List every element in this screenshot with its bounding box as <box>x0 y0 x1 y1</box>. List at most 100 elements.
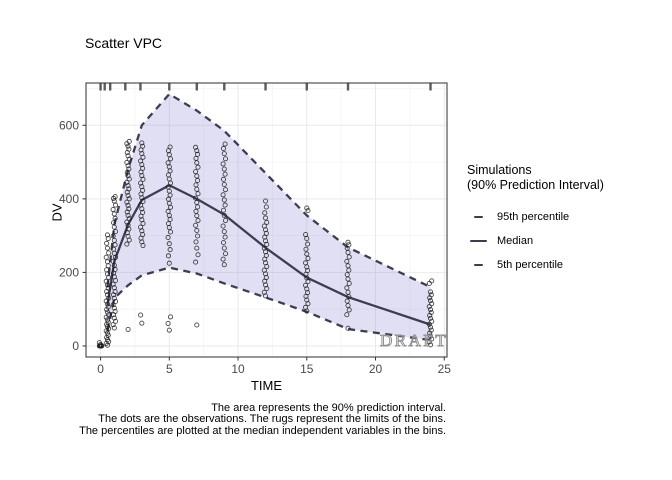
observation-point <box>167 144 173 150</box>
observation-point <box>124 199 130 205</box>
observation-point <box>220 223 226 229</box>
observation-point <box>220 192 226 198</box>
observation-point <box>195 233 201 239</box>
observation-point <box>104 240 110 246</box>
observation-point <box>193 169 199 175</box>
observation-point <box>193 239 199 245</box>
observation-point <box>104 259 110 265</box>
observation-point <box>346 280 352 286</box>
observation-point <box>110 246 117 252</box>
observation-point <box>427 324 434 330</box>
observation-point <box>125 173 131 179</box>
observation-point <box>221 166 227 172</box>
observation-point <box>166 241 172 247</box>
caption-line: The dots are the observations. The rugs … <box>98 413 446 426</box>
series-line-dashed <box>106 266 431 342</box>
observation-point <box>346 254 352 260</box>
legend: Simulations (90% Prediction Interval) 95… <box>467 163 604 277</box>
observation-point <box>110 206 116 213</box>
observation-point <box>261 223 267 229</box>
observation-point <box>193 208 199 214</box>
observation-point <box>110 258 116 264</box>
observation-point <box>222 171 228 177</box>
observation-point <box>105 332 111 338</box>
observation-point <box>104 307 110 313</box>
observation-point <box>106 295 112 301</box>
legend-item-5th: 5th percentile <box>467 253 604 277</box>
observation-point <box>194 227 200 234</box>
observation-point <box>125 163 131 169</box>
observation-point <box>138 224 144 230</box>
legend-item-median: Median <box>467 229 604 253</box>
legend-title-line2: (90% Prediction Interval) <box>467 178 604 192</box>
caption-line: The area represents the 90% prediction i… <box>211 402 446 414</box>
y-axis-title: DV <box>49 203 65 222</box>
observation-point <box>111 315 117 321</box>
observation-point <box>262 215 269 221</box>
caption: The area represents the 90% prediction i… <box>36 402 446 437</box>
observation-point <box>427 342 434 348</box>
x-tick-label: 20 <box>369 362 383 376</box>
observation-point <box>165 160 171 166</box>
observation-point <box>193 222 199 228</box>
observation-point <box>111 305 117 311</box>
observation-point <box>427 333 434 339</box>
observation-point <box>194 148 200 154</box>
observation-point <box>106 312 112 318</box>
observation-point <box>303 231 309 238</box>
observation-point <box>221 245 227 251</box>
observation-point <box>345 289 351 295</box>
observation-point <box>303 246 309 252</box>
observation-point <box>195 252 201 258</box>
observation-point <box>222 156 229 162</box>
observation-point <box>220 240 227 246</box>
observation-point <box>344 312 350 318</box>
observation-point <box>105 304 111 310</box>
observation-point <box>264 219 270 225</box>
observation-point <box>221 262 227 268</box>
observation-point <box>221 212 227 218</box>
observation-point <box>344 272 350 278</box>
observation-point <box>222 234 228 240</box>
legend-item-label: 95th percentile <box>497 211 570 223</box>
observation-point <box>220 145 227 152</box>
observation-point <box>194 322 200 328</box>
series-line-dashed <box>106 92 432 289</box>
solid-line-key-icon <box>470 239 487 243</box>
observation-point <box>111 211 117 217</box>
observation-point <box>345 239 351 245</box>
observation-point <box>221 151 227 157</box>
legend-item-95th: 95th percentile <box>467 205 604 229</box>
observation-point <box>194 245 200 251</box>
observation-point <box>220 176 227 182</box>
dashed-line-key-icon <box>470 215 487 219</box>
x-tick-label: 5 <box>166 362 173 376</box>
legend-item-label: 5th percentile <box>497 259 564 271</box>
observation-point <box>106 250 112 256</box>
observation-point <box>305 208 311 214</box>
observation-point <box>167 229 174 235</box>
observation-point <box>124 179 130 185</box>
observation-point <box>125 192 131 199</box>
observation-point <box>138 180 144 186</box>
observation-point <box>105 285 111 291</box>
observation-point <box>125 143 131 149</box>
y-tick-label: 400 <box>59 192 79 206</box>
x-tick-label: 0 <box>97 362 104 376</box>
observation-point <box>110 322 116 328</box>
observation-point <box>126 216 132 222</box>
observation-point <box>104 317 110 323</box>
observation-point <box>112 298 119 305</box>
observation-point <box>124 159 130 165</box>
observation-point <box>126 166 132 172</box>
observation-point <box>193 182 199 188</box>
observation-point <box>195 164 201 170</box>
draft-watermark: DRAFT <box>379 331 449 351</box>
observation-point <box>111 325 117 331</box>
observation-point <box>304 251 310 257</box>
observation-point <box>104 292 110 298</box>
observation-point <box>429 336 435 342</box>
observation-point <box>138 158 144 164</box>
observation-point <box>305 255 311 261</box>
caption-line: The percentiles are plotted at the media… <box>79 424 446 437</box>
